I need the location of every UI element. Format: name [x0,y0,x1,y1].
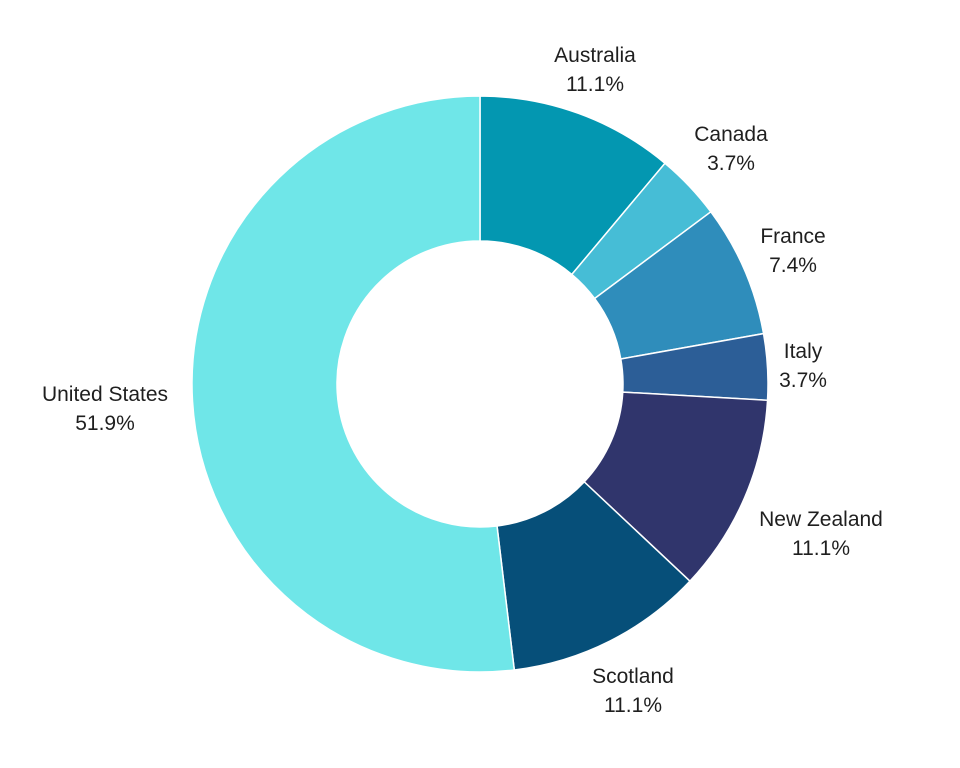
slice-value-scotland: 11.1% [604,694,662,717]
slice-label-australia: Australia [554,44,636,67]
slice-label-scotland: Scotland [592,665,674,688]
slice-label-france: France [760,225,825,248]
slice-label-united-states: United States [42,383,168,406]
slice-value-united-states: 51.9% [75,412,135,435]
slice-value-new-zealand: 11.1% [792,537,850,560]
slice-label-new-zealand: New Zealand [759,508,883,531]
slice-label-italy: Italy [784,340,823,363]
slice-label-canada: Canada [694,123,768,146]
slice-value-australia: 11.1% [566,73,624,96]
donut-slices [191,95,769,673]
slice-united-states [191,95,516,673]
slice-labels: Australia 11.1% Canada 3.7% France 7.4% Italy 3… [42,44,883,717]
slice-value-italy: 3.7% [779,369,827,392]
slice-value-canada: 3.7% [707,152,755,175]
slice-value-france: 7.4% [769,254,817,277]
